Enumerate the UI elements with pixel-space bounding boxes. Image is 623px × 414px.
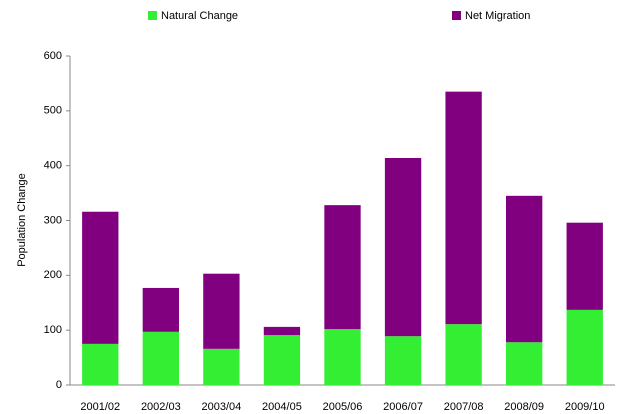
bar-segment (203, 273, 240, 349)
bar-segment (506, 342, 543, 385)
x-tick-label: 2001/02 (80, 401, 120, 413)
x-tick-label: 2006/07 (383, 401, 423, 413)
bar-segment (82, 343, 119, 385)
bar-segment (566, 222, 603, 310)
y-tick-label: 500 (44, 105, 62, 117)
x-tick-label: 2007/08 (444, 401, 484, 413)
x-tick-label: 2002/03 (141, 401, 181, 413)
bar-segment (506, 195, 543, 343)
legend-swatch (148, 11, 157, 20)
bar-segment (142, 331, 179, 385)
y-tick-label: 100 (44, 324, 62, 336)
bar-segment (384, 157, 422, 337)
y-tick-label: 0 (56, 379, 62, 391)
x-tick-label: 2004/05 (262, 401, 302, 413)
bar-segment (203, 348, 240, 385)
bar-segment (445, 91, 482, 325)
bar-segment (566, 309, 603, 385)
bar-segment (384, 336, 422, 385)
y-axis-label: Population Change (16, 173, 28, 267)
y-tick-label: 600 (44, 50, 62, 62)
y-tick-label: 300 (44, 214, 62, 226)
bar-segment (263, 326, 301, 336)
legend-label: Natural Change (161, 10, 238, 22)
y-tick-label: 200 (44, 269, 62, 281)
bar-segment (82, 211, 119, 344)
legend-swatch (452, 11, 461, 20)
bar-segment (263, 335, 301, 385)
x-tick-label: 2003/04 (202, 401, 242, 413)
bar-segment (324, 205, 361, 330)
x-tick-label: 2009/10 (565, 401, 605, 413)
y-tick-label: 400 (44, 160, 62, 172)
x-tick-label: 2005/06 (323, 401, 363, 413)
bar-segment (324, 329, 361, 385)
legend-label: Net Migration (465, 10, 530, 22)
bar-segment (445, 324, 482, 385)
bar-segment (142, 287, 179, 332)
x-tick-label: 2008/09 (504, 401, 544, 413)
